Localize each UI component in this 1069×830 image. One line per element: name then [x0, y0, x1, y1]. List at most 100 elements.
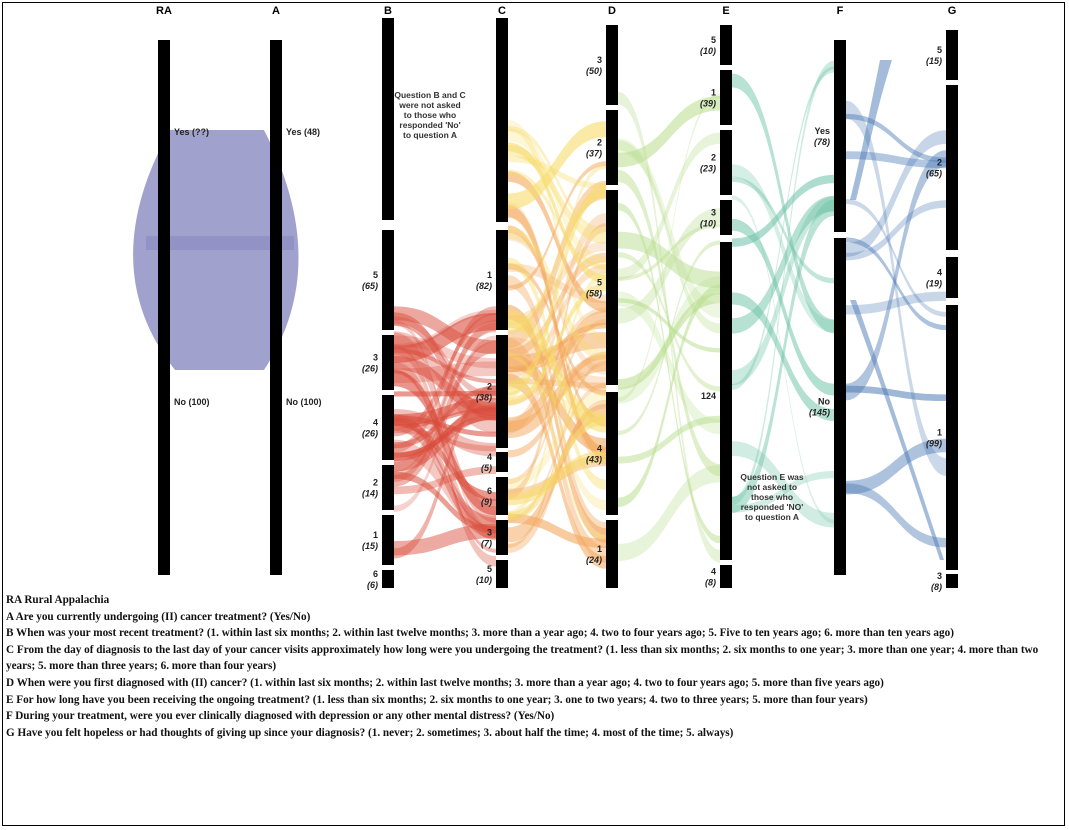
flow-b-c-2	[508, 337, 606, 563]
flow-e-f-7	[732, 470, 834, 513]
flow-a-b-32	[394, 335, 496, 512]
axis-title-a: A	[272, 5, 280, 17]
flow-c-d-8	[508, 163, 606, 398]
flow-f-g-7	[846, 237, 946, 331]
flow-a-b-18	[394, 370, 496, 516]
flow-b-c-33	[508, 304, 606, 543]
axis-e-bar-2	[720, 130, 732, 195]
flow-a-b-31	[394, 316, 496, 400]
flow-a-b-19	[394, 523, 496, 556]
axis-e-bar-4	[720, 565, 732, 588]
flow-b-c-14	[508, 223, 606, 500]
flow-f-g-long	[850, 300, 944, 560]
flow-d-e-19	[618, 93, 720, 402]
flow-f-g-2	[846, 291, 946, 315]
flow-e-f-10	[732, 60, 834, 506]
flow-b-c-16	[508, 252, 606, 359]
axis-c-bar-na	[496, 18, 508, 222]
flow-a-b-13	[394, 335, 496, 369]
flow-a-b-27	[394, 471, 496, 534]
flow-e-f-5	[732, 66, 834, 390]
flow-f-g-11	[846, 385, 946, 402]
axis-e-label-4: 124	[701, 391, 716, 401]
axis-b-label-2: 3 (26)	[362, 353, 378, 374]
flow-f-g-0	[846, 438, 946, 495]
axis-a-label-0: Yes (48)	[286, 127, 320, 137]
flow-f-g-9	[846, 150, 946, 401]
flow-d-e-7	[618, 298, 720, 353]
flow-e-f-3	[732, 73, 834, 334]
flow-d-e-3	[618, 415, 720, 464]
axis-ra-label-0: Yes (??)	[174, 127, 209, 137]
axis-b-bar-3	[382, 335, 394, 390]
flow-c-d-10	[508, 121, 606, 210]
axis-e-label-0: 5 (10)	[700, 35, 716, 56]
axis-g-label-1: 2 (65)	[926, 158, 942, 179]
axis-title-f: F	[837, 5, 844, 17]
axis-g-label-2: 4 (19)	[926, 268, 942, 289]
flow-a-b-3	[394, 319, 496, 482]
flow-d-e-13	[618, 252, 720, 392]
flow-f-g-6	[846, 113, 946, 163]
axis-b-label-6: 6 (6)	[367, 569, 378, 590]
axis-e-label-3: 3 (10)	[700, 208, 716, 229]
flow-f-g-8	[846, 483, 946, 548]
flow-c-d-15	[508, 125, 606, 234]
axis-b-bar-2	[382, 465, 394, 510]
axis-title-g: G	[948, 5, 957, 17]
axis-title-ra: RA	[156, 5, 172, 17]
axis-c-bar-3	[496, 520, 508, 555]
flow-d-e-12	[618, 169, 720, 477]
flow-d-e-4	[618, 138, 720, 318]
axis-f-bar-no	[834, 238, 846, 575]
flow-a-b-17	[394, 361, 496, 384]
axis-d-bar-4	[606, 392, 618, 515]
flow-d-e-15	[618, 91, 720, 563]
axis-d-bar-3	[606, 25, 618, 105]
flow-a-b-37	[394, 320, 496, 535]
flow-c-d-12	[508, 128, 606, 269]
axis-c-label-2: 2 (38)	[476, 382, 492, 403]
axis-b-bar-4	[382, 395, 394, 460]
flow-b-c-8	[508, 171, 606, 312]
flow-d-e-9	[618, 465, 720, 562]
axis-b-label-4: 2 (14)	[362, 478, 378, 499]
flow-b-c-13	[508, 275, 606, 535]
flow-a-b-14	[394, 312, 496, 421]
flow-e-f-6	[732, 292, 834, 422]
flow-f-g-5	[846, 130, 946, 257]
flow-b-c-10	[508, 232, 606, 375]
flow-d-e-8	[618, 291, 720, 435]
axis-c-bar-4	[496, 452, 508, 472]
flow-a-b-16	[394, 414, 496, 529]
flow-a-b-28	[394, 309, 496, 350]
axis-a-label-1: No (100)	[286, 397, 322, 407]
flow-a-b-24	[394, 418, 496, 540]
axis-c-label-1: 1 (82)	[476, 270, 492, 291]
axis-ra-label-1: No (100)	[174, 397, 210, 407]
legend-line-a: A Are you currently undergoing (II) canc…	[6, 610, 311, 623]
axis-e-bar-5	[720, 25, 732, 65]
flow-b-c-17	[508, 161, 606, 291]
flow-d-e-16	[618, 203, 720, 544]
axis-g-bar-3	[946, 574, 958, 588]
flow-d-e-5	[618, 223, 720, 281]
axis-c-label-4: 6 (9)	[481, 486, 492, 507]
flow-c-d-1	[508, 271, 606, 519]
label-layer: RA Yes (??) No (100) A Yes (48) No (100) B 5 (65…	[156, 5, 956, 592]
axis-b-bar-na	[382, 18, 394, 220]
flow-d-e-1	[618, 292, 720, 390]
flow-f-g-top	[850, 60, 892, 200]
flow-a-b-26	[394, 306, 496, 355]
flow-c-d-13	[508, 283, 606, 406]
flow-c-d-3	[508, 390, 606, 490]
flow-e-f-11	[732, 441, 834, 528]
flow-b-c-15	[508, 383, 606, 522]
flow-b-c-28	[508, 263, 606, 396]
axis-e-bar-3	[720, 200, 732, 235]
flow-f-g-10	[846, 199, 946, 317]
flow-e-f-8	[732, 196, 834, 386]
axis-d-label-2: 5 (58)	[586, 278, 602, 299]
axis-a-bar-no	[270, 40, 282, 575]
